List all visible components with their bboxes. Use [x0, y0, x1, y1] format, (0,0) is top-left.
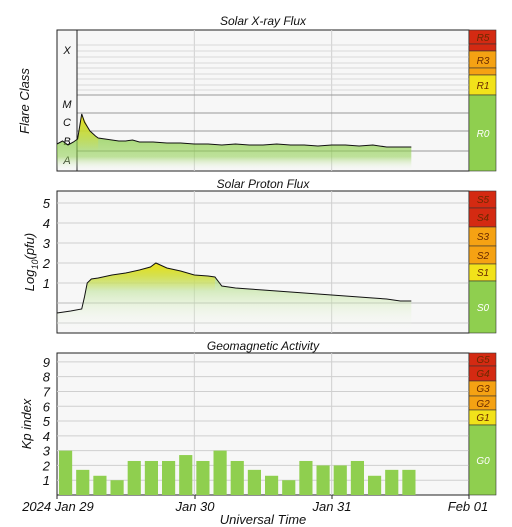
- kp-ytick: 9: [43, 355, 50, 370]
- kp-ylabel: Kp index: [19, 398, 34, 449]
- scale-label: S0: [477, 303, 490, 314]
- scale-label: G0: [476, 456, 490, 467]
- kp-ytick: 8: [43, 370, 51, 385]
- kp-bar: [144, 460, 158, 495]
- scale-label: R1: [477, 81, 490, 92]
- kp-bars: [59, 450, 416, 495]
- proton-panel: Solar Proton Flux 1 2 3 4 5 S5 S4 S3 S2 S1 S0 Log…: [22, 177, 497, 334]
- x-tick-label: 2024 Jan 29: [21, 499, 94, 514]
- scale-label: G3: [476, 384, 490, 395]
- proton-ytick: 4: [43, 216, 50, 231]
- svg-text:Log10(pfu): Log10(pfu): [22, 233, 40, 291]
- proton-ytick: 5: [43, 196, 51, 211]
- kp-bar: [265, 475, 279, 495]
- kp-ytick: 7: [43, 384, 51, 399]
- kp-bar: [162, 460, 176, 495]
- kp-ytick: 1: [43, 473, 50, 488]
- proton-line: [57, 262, 412, 314]
- proton-ytick: 2: [42, 256, 51, 271]
- scale-label: G1: [476, 413, 489, 424]
- xray-flux-area: [57, 113, 412, 171]
- kp-bar: [127, 460, 141, 495]
- proton-flux-area: [57, 262, 412, 333]
- proton-title: Solar Proton Flux: [217, 177, 311, 191]
- kp-bar: [282, 480, 296, 495]
- kp-bar: [59, 450, 73, 495]
- kp-bar: [230, 460, 244, 495]
- kp-ytick: 6: [43, 399, 51, 414]
- kp-ytick: 3: [43, 444, 51, 459]
- kp-bar: [110, 480, 124, 495]
- proton-s1-tint: [87, 263, 215, 291]
- x-axis: 2024 Jan 29 Jan 30 Jan 31 Feb 01: [21, 495, 488, 514]
- scale-label: R3: [477, 56, 490, 67]
- xray-line: [57, 113, 412, 148]
- proton-yticks: 1 2 3 4 5: [42, 196, 51, 291]
- kp-bar: [402, 469, 416, 495]
- scale-band: [468, 94, 497, 172]
- proton-solar-radiation-scale: S5 S4 S3 S2 S1 S0: [468, 190, 497, 334]
- class-label: M: [62, 99, 72, 111]
- kp-bar: [316, 465, 330, 495]
- x-tick-label: Jan 30: [174, 499, 215, 514]
- kp-bar: [76, 469, 90, 495]
- kp-grid: [57, 353, 469, 495]
- kp-bar: [385, 469, 399, 495]
- kp-bar: [247, 469, 261, 495]
- kp-bar: [350, 460, 364, 495]
- kp-bar: [93, 475, 107, 495]
- scale-label: G4: [476, 369, 490, 380]
- xray-fill: [57, 113, 412, 171]
- class-label: C: [63, 117, 71, 129]
- scale-band: [468, 67, 497, 76]
- x-axis-label: Universal Time: [220, 512, 307, 527]
- xray-ylabel: Flare Class: [17, 68, 32, 134]
- scale-label: G5: [476, 355, 490, 366]
- kp-bar: [368, 475, 382, 495]
- scale-band: [468, 424, 497, 496]
- scale-band: [468, 43, 497, 52]
- kp-bar: [196, 460, 210, 495]
- scale-label: S5: [477, 195, 490, 206]
- scale-band: [468, 280, 497, 334]
- class-label: X: [62, 45, 71, 57]
- proton-ytick: 3: [43, 236, 51, 251]
- kp-bar: [213, 450, 227, 495]
- xray-title: Solar X-ray Flux: [220, 14, 307, 28]
- class-label: B: [63, 136, 70, 148]
- kp-geomagnetic-scale: G5 G4 G3 G2 G1 G0: [468, 352, 497, 496]
- proton-ytick: 1: [43, 276, 50, 291]
- xray-class-column: ABCMX: [56, 29, 78, 172]
- kp-title: Geomagnetic Activity: [207, 339, 320, 353]
- kp-bar: [333, 465, 347, 495]
- kp-ytick: 2: [42, 458, 51, 473]
- scale-label: R0: [477, 129, 490, 140]
- x-tick-label: Feb 01: [448, 499, 488, 514]
- proton-ylabel: Log10(pfu): [22, 233, 40, 291]
- scale-label: S1: [477, 268, 489, 279]
- scale-label: S3: [477, 232, 490, 243]
- scale-label: G2: [476, 399, 490, 410]
- x-tick-label: Jan 31: [311, 499, 351, 514]
- scale-label: R5: [477, 33, 490, 44]
- kp-ytick: 5: [43, 414, 51, 429]
- kp-bar: [299, 460, 313, 495]
- kp-ytick: 4: [43, 429, 50, 444]
- scale-label: S4: [477, 213, 490, 224]
- xray-radio-scale: R5 R3 R1 R0: [468, 29, 497, 172]
- xray-flare-tint: [77, 113, 99, 151]
- kp-bar: [179, 455, 193, 495]
- scale-label: S2: [477, 251, 490, 262]
